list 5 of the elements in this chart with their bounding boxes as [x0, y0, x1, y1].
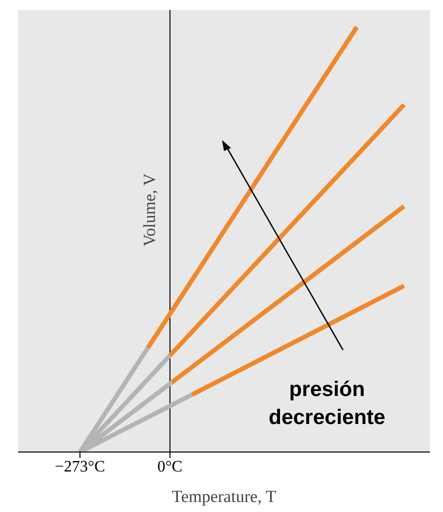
- y-axis-title: Volume, V: [140, 173, 160, 247]
- x-tick-label: 0°C: [157, 458, 182, 476]
- x-tick-label: −273°C: [54, 458, 106, 476]
- x-axis-title: Temperature, T: [172, 487, 277, 506]
- annotation: presión decreciente: [268, 377, 386, 431]
